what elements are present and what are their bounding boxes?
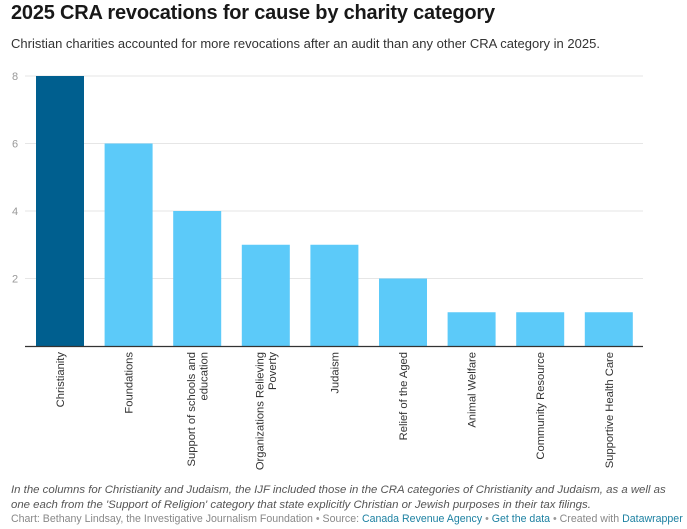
x-tick-label-line: Judaism — [329, 352, 341, 394]
x-tick-label-line: Support of schools and — [186, 352, 198, 466]
x-tick-label-line: Organizations Relieving — [255, 352, 267, 470]
created-with-label: Created with — [559, 513, 623, 525]
get-data-link[interactable]: Get the data — [491, 513, 551, 525]
x-tick-label-line: Animal Welfare — [467, 352, 479, 428]
separator: • — [550, 513, 560, 525]
chart-byline: Chart: Bethany Lindsay, the Investigativ… — [11, 513, 683, 525]
chart-title: 2025 CRA revocations for cause by charit… — [11, 2, 495, 24]
y-tick-label: 6 — [12, 139, 18, 151]
source-label: Source: — [322, 513, 362, 525]
bar — [104, 143, 153, 346]
x-tick-label: Supportive Health Care — [604, 352, 616, 468]
x-tick-label-line: education — [198, 352, 210, 401]
x-tick-label-line: Community Resource — [535, 352, 547, 460]
chart-credit: Chart: Bethany Lindsay, the Investigativ… — [11, 513, 313, 525]
x-tick-label: Christianity — [55, 352, 67, 408]
bar — [241, 244, 290, 346]
bar-chart: 2 4 6 8 Christianity Foundations Support of s… — [12, 71, 643, 471]
bar — [310, 244, 359, 346]
x-tick-label: Judaism — [329, 352, 341, 394]
y-tick-label: 8 — [12, 71, 18, 83]
bar — [36, 76, 84, 346]
bar — [379, 278, 427, 346]
x-tick-label: Relief of the Aged — [398, 352, 410, 440]
x-tick-label: Foundations — [124, 352, 136, 414]
y-tick-label: 2 — [12, 274, 18, 286]
x-tick-label-line: Christianity — [55, 352, 67, 408]
datawrapper-link[interactable]: Datawrapper — [622, 513, 683, 525]
y-tick-label: 4 — [12, 206, 18, 218]
x-tick-label-line: Foundations — [124, 352, 136, 414]
x-tick-label-line: Supportive Health Care — [604, 352, 616, 468]
x-tick-label: Support of schools andeducation — [186, 352, 211, 466]
source-link[interactable]: Canada Revenue Agency — [361, 513, 483, 525]
x-tick-label: Community Resource — [535, 352, 547, 460]
bar — [516, 312, 565, 346]
separator: • — [482, 513, 492, 525]
x-tick-label-line: Poverty — [267, 352, 279, 390]
x-axis-labels: Christianity Foundations Support of school… — [55, 352, 616, 471]
x-tick-label: Animal Welfare — [467, 352, 479, 428]
separator: • — [312, 513, 323, 525]
bars — [36, 76, 633, 346]
chart-notes: In the columns for Christianity and Juda… — [11, 484, 666, 511]
x-tick-label: Organizations RelievingPoverty — [255, 352, 280, 471]
bar — [447, 312, 496, 346]
bar — [584, 312, 633, 346]
x-tick-label-line: Relief of the Aged — [398, 352, 410, 440]
chart-subtitle: Christian charities accounted for more r… — [11, 36, 600, 51]
bar — [173, 211, 222, 346]
y-axis-ticks: 2 4 6 8 — [12, 71, 18, 286]
